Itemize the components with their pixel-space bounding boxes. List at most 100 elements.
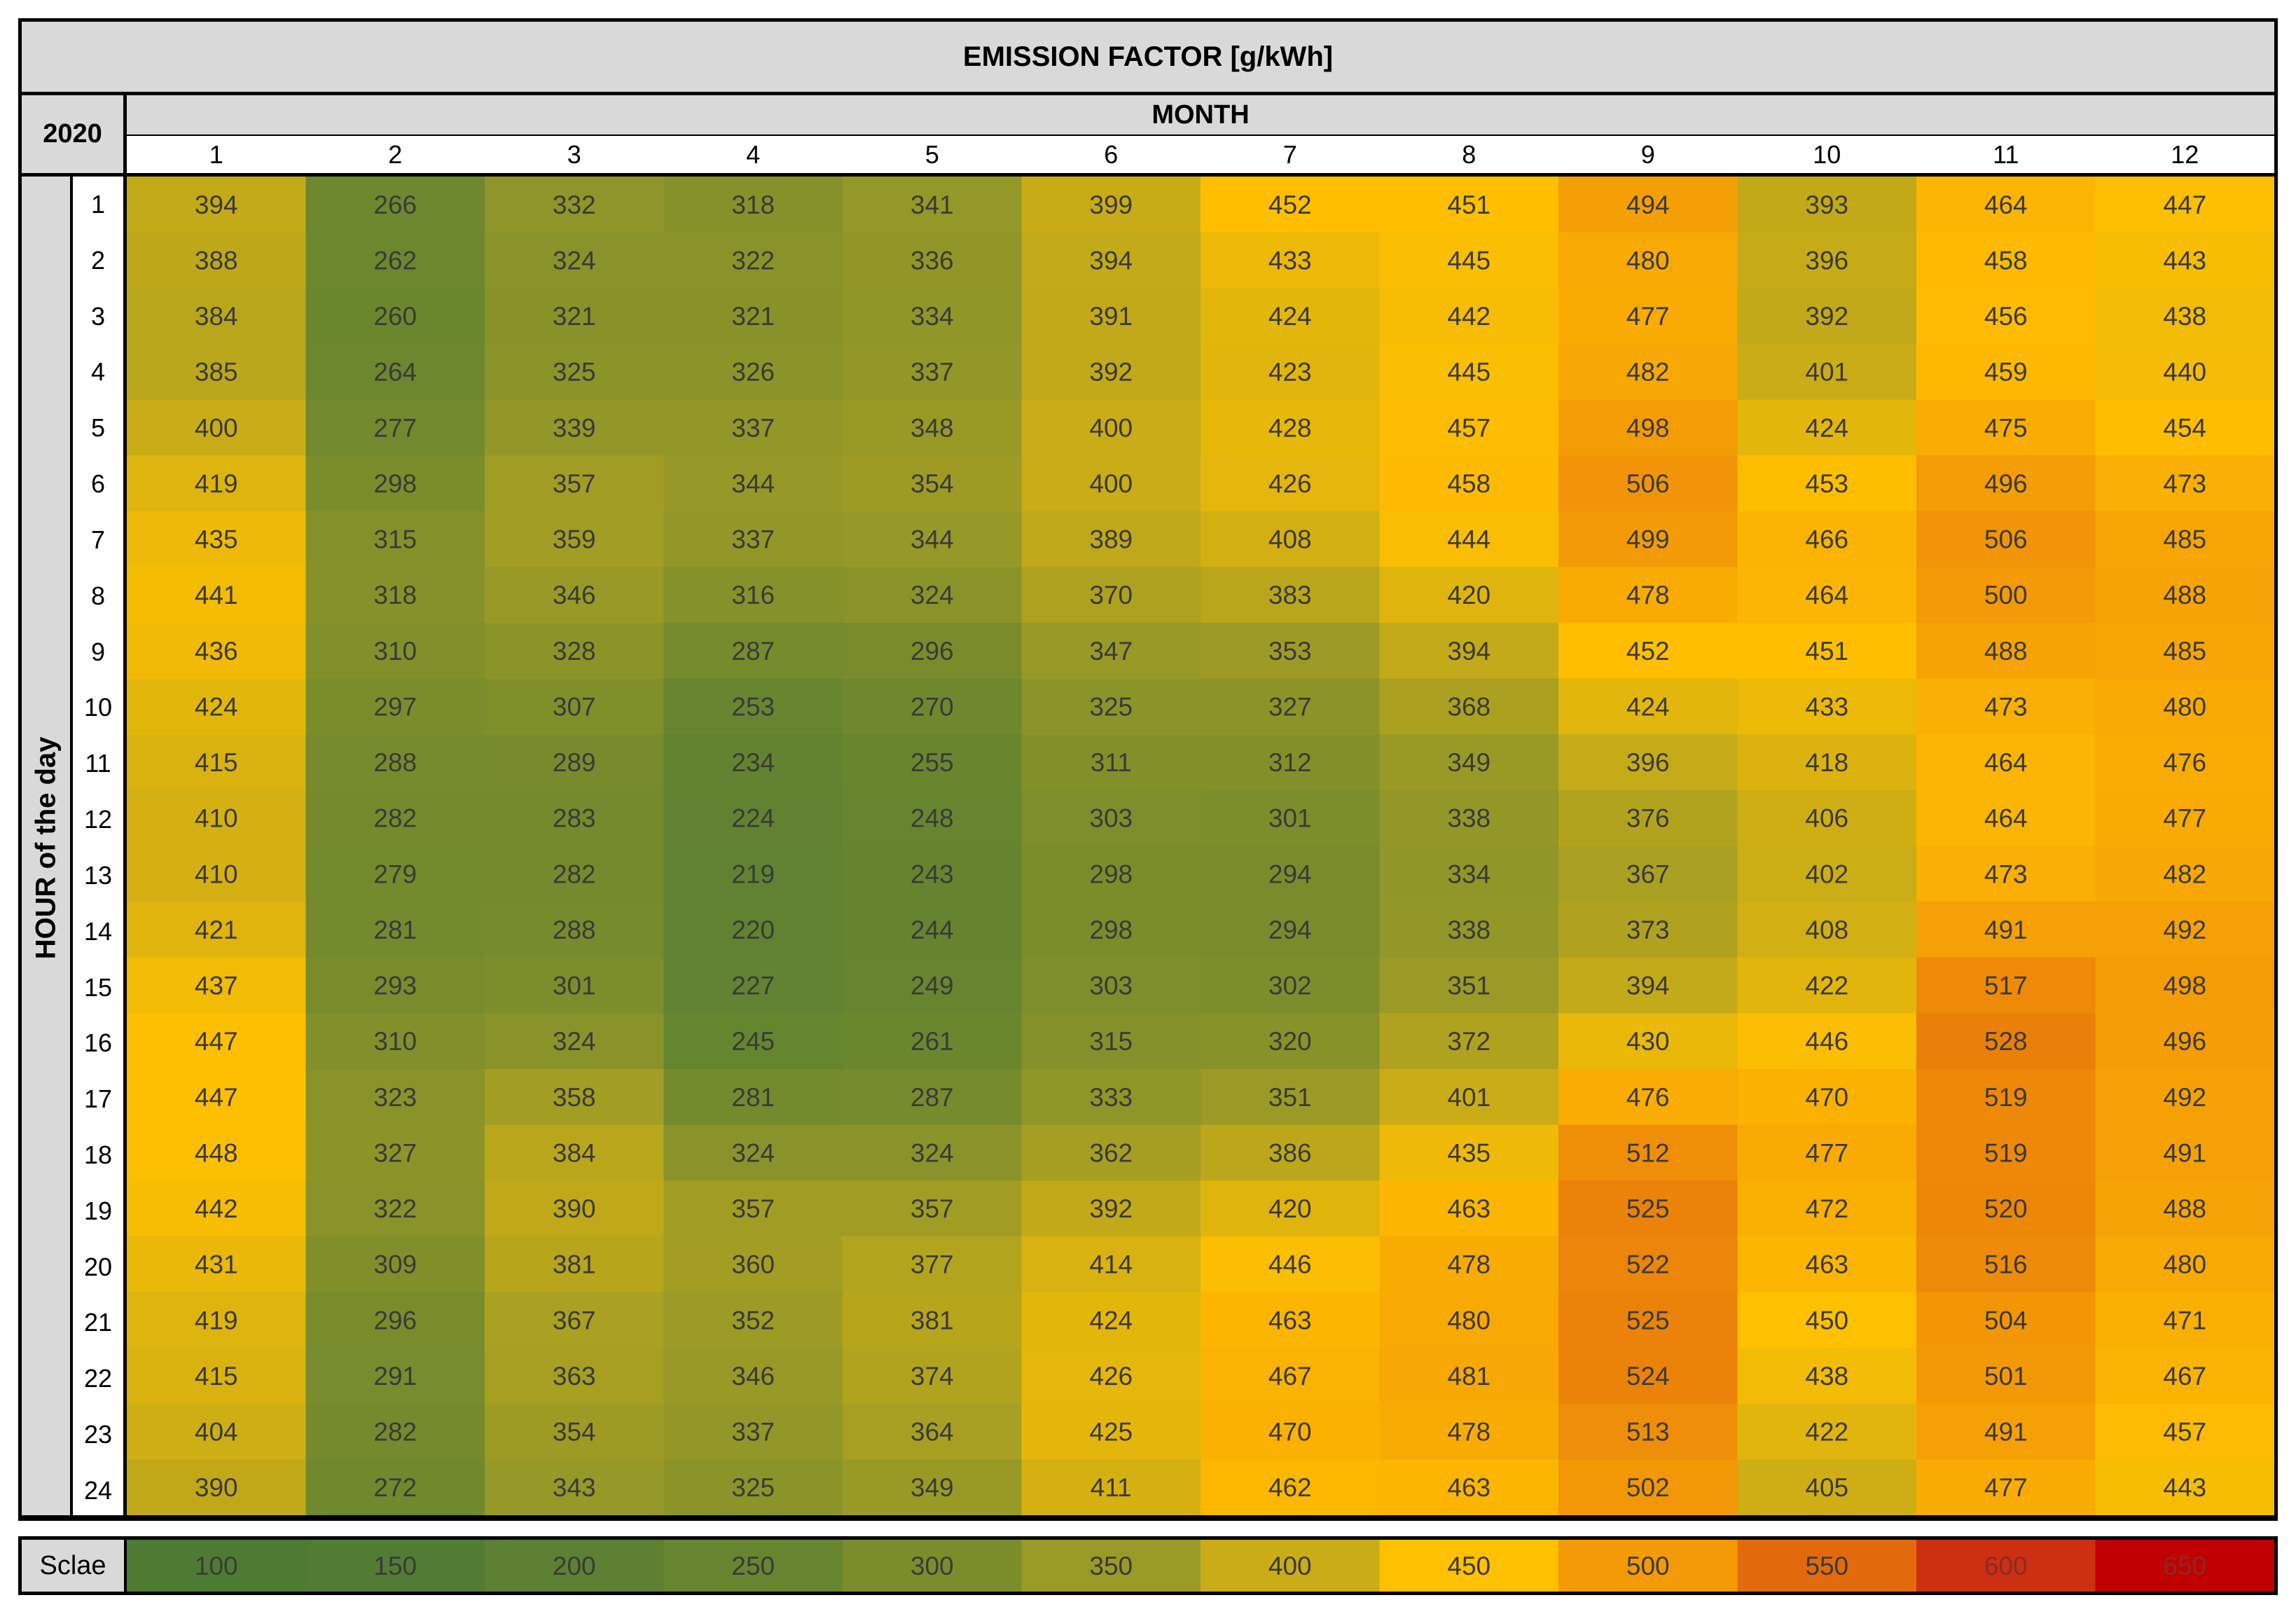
heatmap-cell	[843, 1124, 1023, 1181]
heatmap-cell	[1201, 1236, 1381, 1293]
cell-value-label: 272	[373, 1473, 417, 1502]
heatmap-cell	[1021, 957, 1201, 1014]
cell-value-label: 367	[1626, 860, 1670, 888]
heatmap-cell	[1201, 288, 1381, 345]
heatmap-cell	[305, 511, 485, 567]
cell-value-label: 445	[1447, 358, 1491, 387]
heatmap-cell	[1558, 455, 1738, 512]
heatmap-cell	[1021, 567, 1201, 623]
heatmap-cell	[1021, 789, 1201, 847]
heatmap-cell	[1201, 343, 1381, 401]
hour-tick-17: 17	[83, 1084, 113, 1114]
cell-value-label: 303	[1089, 804, 1133, 833]
cell-value-label: 337	[731, 1418, 775, 1447]
cell-value-label: 374	[911, 1362, 954, 1391]
cell-value-label: 338	[1447, 916, 1491, 944]
heatmap-cell	[1558, 177, 1738, 233]
cell-value-label: 277	[373, 413, 417, 442]
heatmap-cell	[843, 343, 1023, 401]
heatmap-cell	[1201, 1292, 1381, 1349]
heatmap-cell	[663, 455, 843, 512]
heatmap-cell	[485, 957, 665, 1014]
heatmap-cell	[1916, 1180, 2096, 1237]
cell-value-label: 426	[1268, 469, 1312, 498]
heatmap-cell	[1916, 343, 2096, 401]
cell-value-label: 450	[1805, 1306, 1848, 1334]
cell-value-label: 401	[1447, 1083, 1491, 1112]
heatmap-cell	[1379, 957, 1559, 1014]
cell-value-label: 451	[1805, 637, 1848, 665]
scale-value-label: 150	[373, 1552, 417, 1580]
heatmap-cell	[1021, 1013, 1201, 1070]
cell-value-label: 373	[1626, 916, 1670, 944]
cell-value-label: 363	[553, 1362, 596, 1391]
heatmap-cell	[485, 678, 665, 735]
heatmap-cell	[1737, 1459, 1917, 1516]
cell-value-label: 433	[1805, 692, 1848, 721]
hour-tick-6: 6	[90, 469, 106, 499]
cell-value-label: 506	[1984, 525, 2028, 554]
cell-value-label: 422	[1805, 972, 1848, 1000]
heatmap-cell	[663, 846, 843, 902]
hour-tick-7: 7	[90, 525, 106, 554]
heatmap-cell	[1379, 288, 1559, 345]
heatmap-cell	[2095, 1459, 2275, 1516]
heatmap-cell	[1916, 1236, 2096, 1293]
cell-value-label: 482	[2163, 860, 2206, 888]
cell-value-label: 323	[373, 1083, 417, 1112]
heatmap-cell	[1916, 734, 2096, 791]
cell-value-label: 287	[731, 637, 775, 665]
cell-value-label: 325	[1089, 692, 1133, 721]
heatmap-cell	[127, 846, 307, 902]
cell-value-label: 219	[731, 860, 775, 888]
cell-value-label: 492	[2163, 1083, 2206, 1112]
cell-value-label: 249	[911, 972, 954, 1000]
cell-value-label: 310	[373, 637, 417, 665]
heatmap-cell	[1916, 511, 2096, 567]
heatmap-cell	[1201, 1069, 1381, 1126]
heatmap-cell	[1737, 734, 1917, 791]
heatmap-cell	[1737, 789, 1917, 847]
heatmap-cell	[127, 957, 307, 1014]
cell-value-label: 343	[553, 1473, 596, 1502]
scale-swatch	[305, 1540, 485, 1592]
cell-value-label: 354	[553, 1418, 596, 1447]
scale-swatch	[127, 1540, 307, 1592]
cell-value-label: 525	[1626, 1194, 1670, 1223]
heatmap-cell	[1379, 1292, 1559, 1349]
heatmap-cell	[1737, 1013, 1917, 1070]
cell-value-label: 333	[1089, 1083, 1133, 1112]
cell-value-label: 315	[373, 525, 417, 554]
heatmap-cell	[1916, 1069, 2096, 1126]
cell-value-label: 491	[2163, 1138, 2206, 1167]
cell-value-label: 296	[911, 637, 954, 665]
cell-value-label: 381	[911, 1306, 954, 1334]
heatmap-cell	[2095, 343, 2275, 401]
hour-tick-4: 4	[90, 357, 106, 387]
cell-value-label: 435	[195, 525, 238, 554]
cell-value-label: 400	[1089, 413, 1133, 442]
heatmap-cell	[1737, 1124, 1917, 1181]
cell-value-label: 522	[1626, 1250, 1670, 1279]
cell-value-label: 396	[1805, 246, 1848, 275]
heatmap-cell	[2095, 455, 2275, 512]
cell-value-label: 454	[2163, 413, 2206, 442]
heatmap-cell	[1737, 288, 1917, 345]
cell-value-label: 405	[1805, 1473, 1848, 1502]
heatmap-cell	[843, 511, 1023, 567]
cell-value-label: 302	[1268, 972, 1312, 1000]
heatmap-cell	[1201, 1013, 1381, 1070]
heatmap-cell	[1021, 902, 1201, 958]
heatmap-cell	[1558, 1069, 1738, 1126]
heatmap-cell	[1558, 789, 1738, 847]
heatmap-cell	[127, 678, 307, 735]
cell-value-label: 384	[195, 302, 238, 331]
cell-value-label: 298	[1089, 916, 1133, 944]
cell-value-label: 504	[1984, 1306, 2028, 1334]
cell-value-label: 392	[1805, 302, 1848, 331]
hour-tick-18: 18	[83, 1140, 113, 1169]
heatmap-cell	[1021, 399, 1201, 456]
heatmap-cell	[1916, 789, 2096, 847]
cell-value-label: 360	[731, 1250, 775, 1279]
heatmap-cell	[305, 343, 485, 401]
